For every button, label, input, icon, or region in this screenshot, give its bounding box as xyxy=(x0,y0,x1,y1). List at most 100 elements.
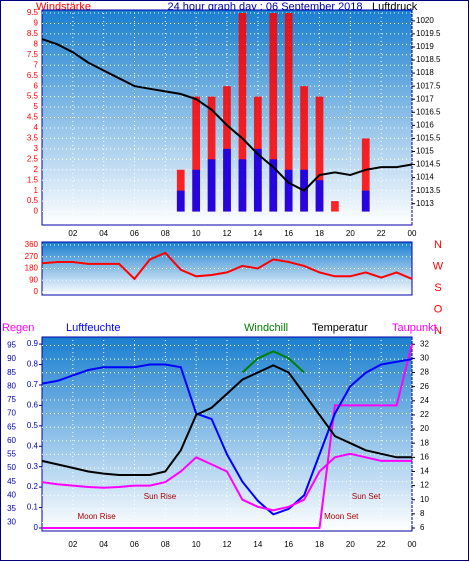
y-tick-label: 180 xyxy=(25,264,39,273)
y-tick-label: 5 xyxy=(34,102,39,111)
y-tick-label: 3.5 xyxy=(27,134,39,143)
x-tick-label: 22 xyxy=(377,540,386,549)
legend-entry: Temperatur xyxy=(312,322,368,334)
x-tick-label: 06 xyxy=(130,540,139,549)
y-tick-label: 5.5 xyxy=(27,92,39,101)
x-tick-label: 10 xyxy=(192,540,201,549)
compass-label: W xyxy=(433,260,444,272)
x-tick-label: 06 xyxy=(130,229,139,238)
legend-entry: Taupunkt xyxy=(392,322,437,334)
bar xyxy=(315,180,324,212)
y-tick-label: 1013.5 xyxy=(416,186,441,195)
y-tick-label: 6 xyxy=(420,523,425,532)
y-tick-label: 0.4 xyxy=(27,441,39,450)
bar xyxy=(207,159,216,212)
y-tick-label: 10 xyxy=(420,495,429,504)
bar xyxy=(269,13,278,212)
y-tick-label: 8 xyxy=(34,39,39,48)
bar xyxy=(238,13,247,212)
y-tick-label: 60 xyxy=(7,436,16,445)
series-line xyxy=(42,343,413,529)
series-line xyxy=(41,452,412,512)
y-tick-label: 30 xyxy=(420,353,429,362)
y-tick-label: 26 xyxy=(420,382,429,391)
y-tick-label: 32 xyxy=(420,339,429,348)
y-tick-label: 30 xyxy=(7,518,16,527)
x-tick-label: 02 xyxy=(68,229,77,238)
x-tick-label: 20 xyxy=(346,540,355,549)
y-tick-label: 0.1 xyxy=(27,503,39,512)
y-tick-label: 1 xyxy=(34,186,39,195)
x-tick-label: 00 xyxy=(408,540,417,549)
bar xyxy=(192,169,201,212)
x-tick-label: 14 xyxy=(253,229,262,238)
y-tick-label: 18 xyxy=(420,438,429,447)
x-tick-label: 18 xyxy=(315,540,324,549)
y-tick-label: 1019 xyxy=(416,42,434,51)
x-tick-label: 08 xyxy=(161,229,170,238)
series-line xyxy=(41,251,413,281)
bar xyxy=(192,96,201,212)
y-tick-label: 1015.5 xyxy=(416,134,441,143)
bar xyxy=(269,159,278,212)
y-tick-label: 4 xyxy=(34,123,39,132)
y-tick-label: 3 xyxy=(34,144,39,153)
x-tick-label: 12 xyxy=(223,229,232,238)
y-tick-label: 1017.5 xyxy=(416,81,441,90)
y-tick-label: 1015 xyxy=(416,147,434,156)
compass-label: N xyxy=(434,325,442,337)
x-tick-label: 08 xyxy=(161,540,170,549)
x-tick-label: 02 xyxy=(68,540,77,549)
x-tick-label: 04 xyxy=(99,540,108,549)
y-tick-label: 14 xyxy=(420,467,429,476)
y-tick-label: 7.5 xyxy=(27,50,39,59)
x-tick-label: 22 xyxy=(377,229,386,238)
y-tick-label: 35 xyxy=(7,504,16,513)
bar xyxy=(223,148,231,212)
y-tick-label: 90 xyxy=(29,275,38,284)
y-tick-label: 1014 xyxy=(416,173,434,182)
series-line xyxy=(41,358,413,516)
y-tick-label: 0.3 xyxy=(27,462,39,471)
x-tick-label: 16 xyxy=(284,229,293,238)
bar xyxy=(300,86,308,212)
y-tick-label: 9.5 xyxy=(27,8,39,17)
y-tick-label: 1014.5 xyxy=(416,160,441,169)
bar xyxy=(284,169,293,212)
x-tick-label: 10 xyxy=(192,229,201,238)
annotation: Sun Rise xyxy=(144,492,177,501)
y-tick-label: 0.5 xyxy=(27,196,39,205)
y-tick-label: 1018.5 xyxy=(416,55,441,64)
y-tick-label: 8.5 xyxy=(27,29,39,38)
y-tick-label: 45 xyxy=(7,477,16,486)
y-tick-label: 24 xyxy=(420,396,429,405)
y-tick-label: 95 xyxy=(7,341,16,350)
y-tick-label: 70 xyxy=(7,409,16,418)
x-tick-label: 00 xyxy=(408,229,417,238)
y-tick-label: 6 xyxy=(34,81,39,90)
y-tick-label: 1.5 xyxy=(27,175,39,184)
y-tick-label: 270 xyxy=(25,252,39,261)
y-tick-label: 4.5 xyxy=(27,113,39,122)
y-tick-label: 55 xyxy=(7,450,16,459)
y-tick-label: 0 xyxy=(34,207,39,216)
bar xyxy=(238,159,247,212)
y-tick-label: 1016.5 xyxy=(416,107,441,116)
y-tick-label: 90 xyxy=(7,354,16,363)
y-tick-label: 0.6 xyxy=(27,401,39,410)
y-tick-label: 1020 xyxy=(416,16,434,25)
bar xyxy=(361,138,370,212)
annotation: Sun Set xyxy=(352,492,381,501)
series-line xyxy=(241,350,305,374)
y-tick-label: 0 xyxy=(34,523,39,532)
compass-label: N xyxy=(434,239,442,251)
y-tick-label: 0.8 xyxy=(27,360,39,369)
plot-background xyxy=(41,336,413,532)
y-tick-label: 0.7 xyxy=(27,380,39,389)
x-tick-label: 18 xyxy=(315,229,324,238)
y-tick-label: 2.5 xyxy=(27,154,39,163)
annotation: Moon Rise xyxy=(77,512,116,521)
y-tick-label: 0.9 xyxy=(27,339,39,348)
y-tick-label: 50 xyxy=(7,463,16,472)
